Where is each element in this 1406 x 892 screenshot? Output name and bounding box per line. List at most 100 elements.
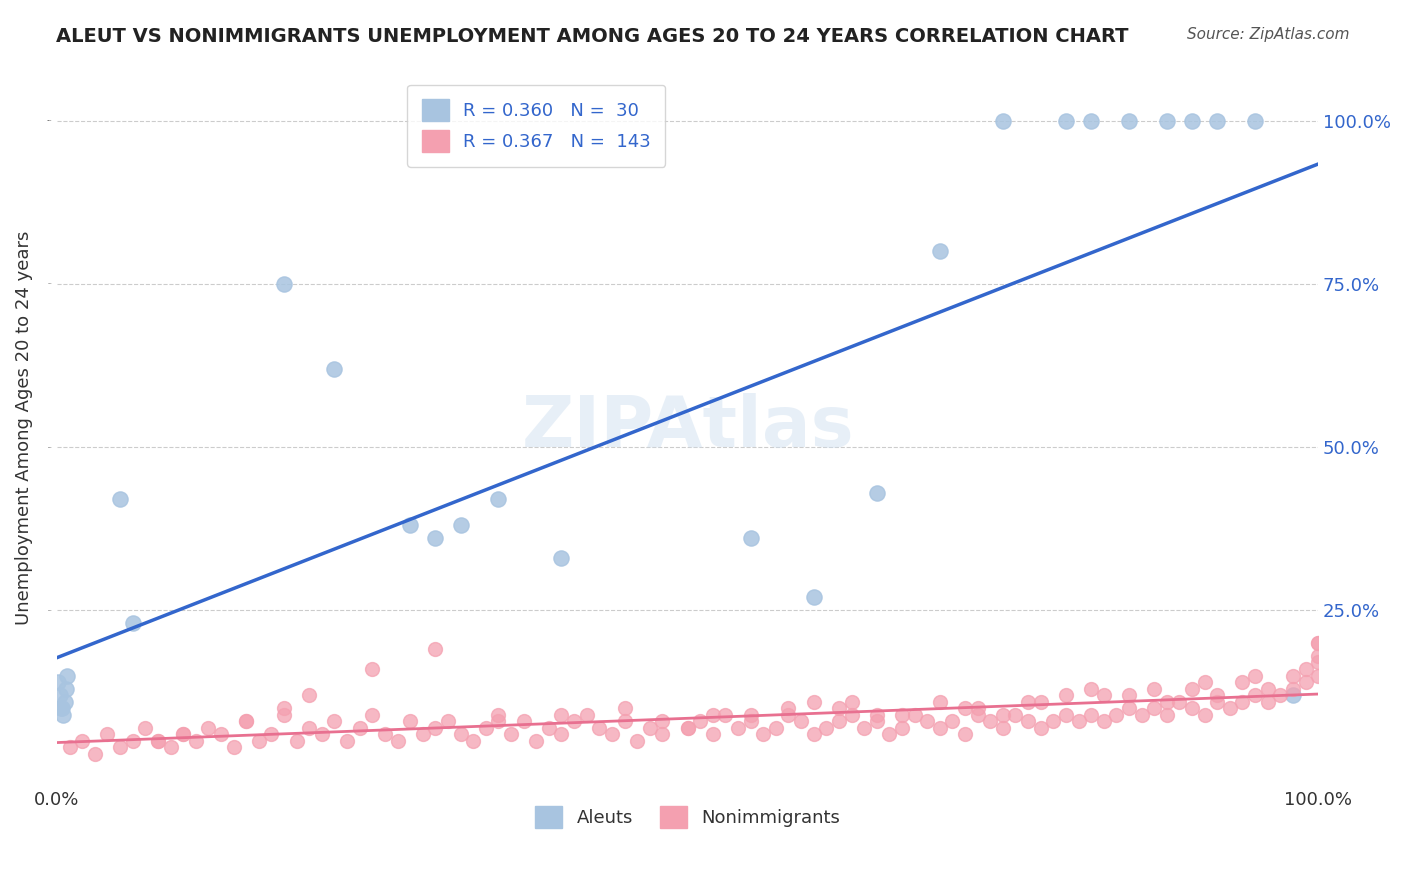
Point: [425, 721, 447, 735]
Point: [1156, 113, 1178, 128]
Point: [676, 721, 699, 735]
Point: [425, 642, 447, 657]
Point: [778, 701, 800, 715]
Point: [1029, 721, 1052, 735]
Point: [953, 727, 976, 741]
Point: [928, 721, 950, 735]
Y-axis label: Unemployment Among Ages 20 to 24 years: Unemployment Among Ages 20 to 24 years: [15, 230, 32, 624]
Point: [1029, 695, 1052, 709]
Point: [1219, 701, 1241, 715]
Point: [1080, 681, 1102, 696]
Point: [1244, 668, 1267, 682]
Point: [499, 727, 522, 741]
Point: [752, 727, 775, 741]
Point: [323, 714, 346, 729]
Point: [1080, 113, 1102, 128]
Point: [941, 714, 963, 729]
Point: [588, 721, 610, 735]
Point: [815, 721, 838, 735]
Point: [714, 707, 737, 722]
Point: [1181, 113, 1204, 128]
Point: [55, 681, 77, 696]
Point: [866, 714, 889, 729]
Point: [966, 701, 988, 715]
Point: [46, 675, 69, 690]
Point: [96, 727, 118, 741]
Point: [298, 721, 321, 735]
Point: [562, 714, 585, 729]
Point: [1017, 695, 1039, 709]
Point: [184, 733, 207, 747]
Point: [387, 733, 409, 747]
Point: [1194, 675, 1216, 690]
Point: [866, 485, 889, 500]
Point: [626, 733, 648, 747]
Point: [121, 616, 143, 631]
Point: [1118, 113, 1140, 128]
Point: [1308, 648, 1330, 663]
Point: [336, 733, 359, 747]
Point: [828, 701, 851, 715]
Point: [1054, 707, 1077, 722]
Point: [222, 740, 245, 755]
Point: [966, 707, 988, 722]
Point: [702, 707, 724, 722]
Point: [991, 707, 1014, 722]
Point: [108, 492, 131, 507]
Point: [235, 714, 257, 729]
Point: [1206, 113, 1229, 128]
Point: [450, 727, 472, 741]
Point: [1156, 707, 1178, 722]
Point: [486, 707, 509, 722]
Point: [524, 733, 547, 747]
Point: [915, 714, 938, 729]
Point: [197, 721, 219, 735]
Point: [1232, 675, 1254, 690]
Point: [361, 662, 384, 676]
Point: [1295, 662, 1317, 676]
Point: [991, 721, 1014, 735]
Point: [146, 733, 169, 747]
Point: [1257, 681, 1279, 696]
Point: [412, 727, 434, 741]
Point: [537, 721, 560, 735]
Point: [1282, 668, 1305, 682]
Point: [235, 714, 257, 729]
Point: [1282, 688, 1305, 702]
Point: [475, 721, 498, 735]
Point: [1054, 688, 1077, 702]
Point: [638, 721, 661, 735]
Text: ZIPAtlas: ZIPAtlas: [522, 393, 853, 462]
Point: [172, 727, 194, 741]
Point: [991, 113, 1014, 128]
Point: [1092, 688, 1115, 702]
Point: [740, 532, 762, 546]
Point: [928, 244, 950, 259]
Point: [273, 707, 295, 722]
Point: [928, 695, 950, 709]
Point: [953, 701, 976, 715]
Point: [486, 492, 509, 507]
Point: [1017, 714, 1039, 729]
Point: [613, 701, 636, 715]
Point: [1042, 714, 1064, 729]
Point: [891, 707, 914, 722]
Point: [727, 721, 749, 735]
Point: [1282, 681, 1305, 696]
Point: [1156, 695, 1178, 709]
Point: [260, 727, 283, 741]
Point: [702, 727, 724, 741]
Point: [550, 551, 572, 566]
Point: [1054, 113, 1077, 128]
Point: [600, 727, 623, 741]
Point: [891, 721, 914, 735]
Point: [1308, 636, 1330, 650]
Text: Source: ZipAtlas.com: Source: ZipAtlas.com: [1187, 27, 1350, 42]
Point: [1168, 695, 1191, 709]
Point: [463, 733, 485, 747]
Point: [803, 727, 825, 741]
Point: [56, 668, 79, 682]
Point: [108, 740, 131, 755]
Point: [1257, 695, 1279, 709]
Point: [1181, 701, 1204, 715]
